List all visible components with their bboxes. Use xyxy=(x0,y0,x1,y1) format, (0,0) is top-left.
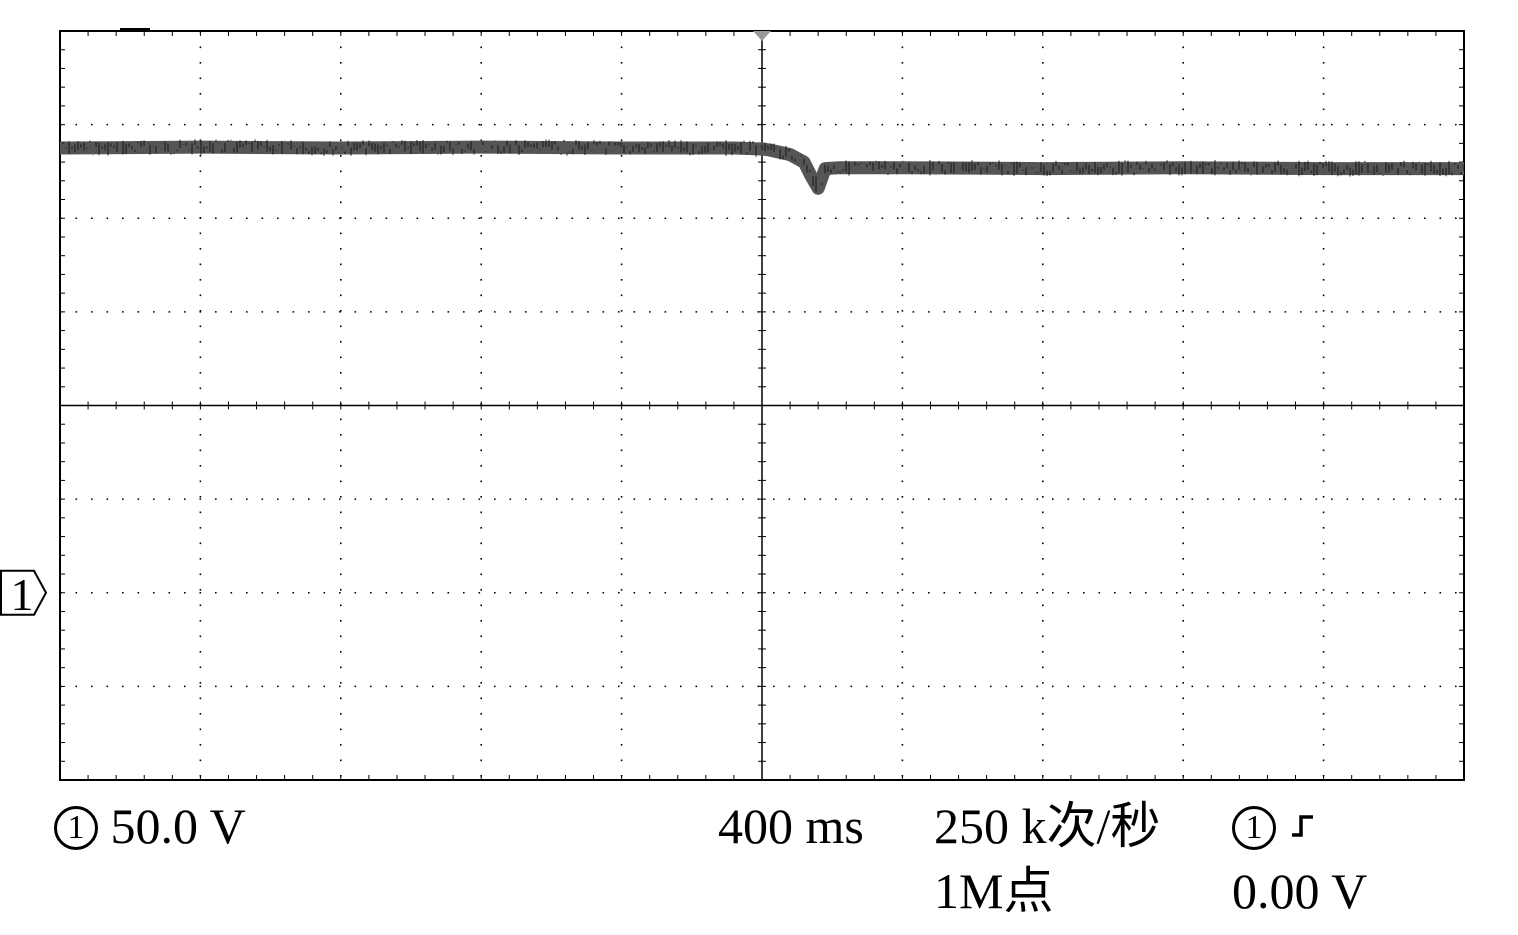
rising-edge-icon xyxy=(1291,814,1313,837)
timebase-readout: 400 ms xyxy=(718,798,864,854)
ch1-scale-readout: 1 50.0 V xyxy=(54,798,246,854)
ch1-volts-per-div: 50.0 V xyxy=(110,798,246,854)
trigger-source-badge: 1 xyxy=(1232,805,1276,850)
oscilloscope-display: 1 xyxy=(0,28,1465,781)
trigger-readout: 1 xyxy=(1232,798,1315,854)
channel-1-marker-label: 1 xyxy=(11,569,34,620)
channel-1-badge: 1 xyxy=(54,805,98,850)
trigger-position-marker xyxy=(753,31,771,41)
sample-rate-readout: 250 k次/秒 xyxy=(934,798,1161,854)
channel-1-ground-marker xyxy=(0,569,48,616)
trigger-level-readout: 0.00 V xyxy=(1232,863,1368,919)
record-length-readout: 1M点 xyxy=(934,863,1054,919)
channel-1-trace-noise xyxy=(59,139,1465,192)
